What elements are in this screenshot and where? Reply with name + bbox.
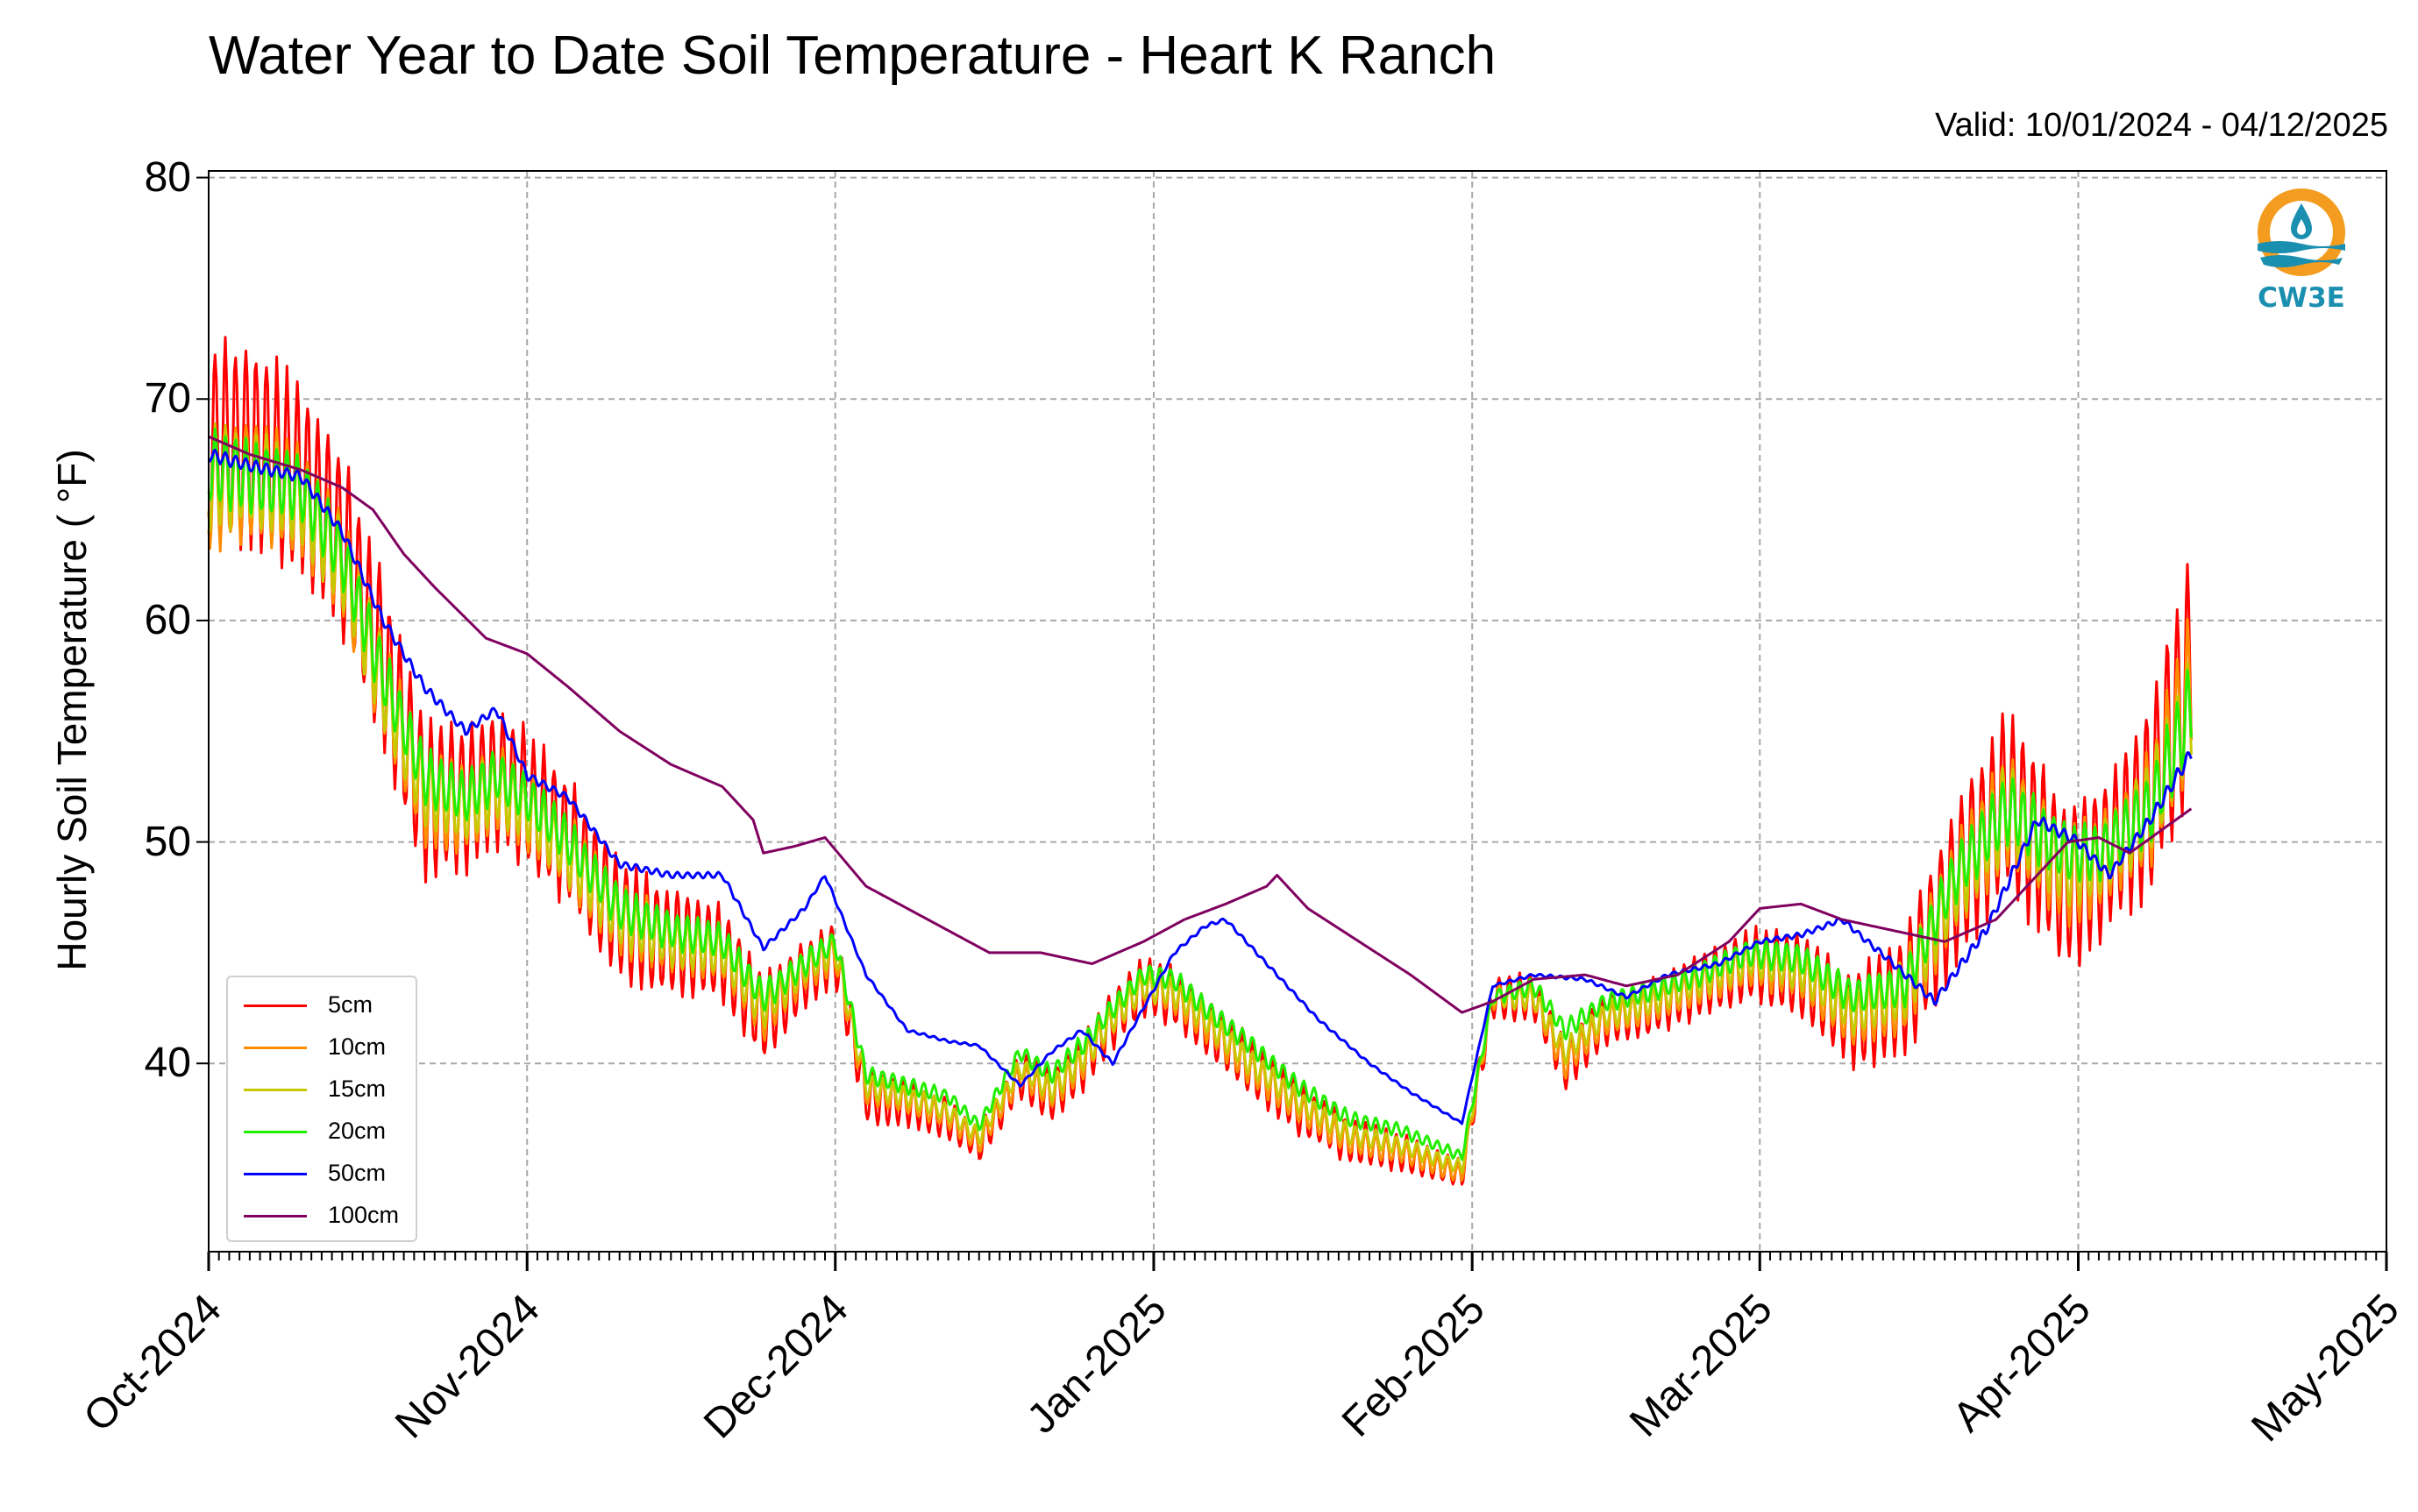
legend-swatch: [244, 1089, 307, 1091]
legend-label: 10cm: [328, 1033, 387, 1060]
series-line-5cm: [207, 336, 2193, 1186]
legend-label: 50cm: [328, 1160, 387, 1186]
cw3e-logo: CW3E: [2253, 184, 2350, 324]
legend-item-100cm: 100cm: [237, 1198, 412, 1233]
legend-swatch: [244, 1173, 307, 1175]
legend-label: 20cm: [328, 1118, 387, 1144]
series-line-20cm: [207, 427, 2193, 1161]
series-line-100cm: [208, 435, 2193, 1014]
legend-swatch: [244, 1004, 307, 1007]
chart-subtitle: Valid: 10/01/2024 - 04/12/2025: [1935, 107, 2388, 144]
series-line-50cm: [207, 448, 2193, 1125]
legend-item-20cm: 20cm: [237, 1114, 412, 1149]
y-tick-label: 80: [144, 153, 191, 201]
legend-item-15cm: 15cm: [237, 1072, 412, 1107]
legend-label: 100cm: [328, 1202, 400, 1228]
cw3e-logo-icon: [2258, 188, 2345, 276]
legend-item-50cm: 50cm: [237, 1156, 412, 1191]
legend-label: 15cm: [328, 1075, 387, 1102]
logo-text: CW3E: [2258, 282, 2345, 314]
legend-item-5cm: 5cm: [237, 988, 412, 1023]
y-tick-label: 70: [144, 375, 191, 422]
legend-label: 5cm: [328, 991, 373, 1018]
chart-title: Water Year to Date Soil Temperature - He…: [209, 25, 1497, 86]
legend-swatch: [244, 1215, 307, 1217]
y-tick-label: 40: [144, 1040, 191, 1087]
series-layer: [207, 336, 2193, 1186]
legend-swatch: [244, 1131, 307, 1133]
legend-item-10cm: 10cm: [237, 1030, 412, 1065]
legend-swatch: [244, 1047, 307, 1049]
chart-legend: 5cm 10cm 15cm 20cm 50cm 100cm: [226, 976, 417, 1242]
axis-ticks: [196, 176, 2388, 1271]
y-tick-label: 50: [144, 818, 191, 865]
y-tick-label: 60: [144, 596, 191, 643]
y-axis-label: Hourly Soil Temperature ( °F): [49, 449, 95, 971]
